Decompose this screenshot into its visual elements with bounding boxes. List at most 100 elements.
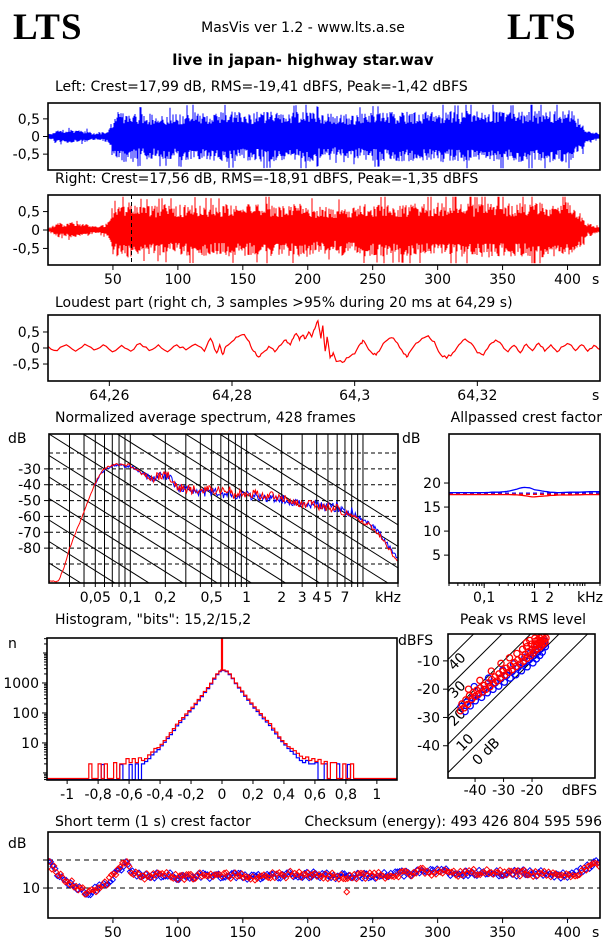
svg-text:0,5: 0,5 [18, 112, 40, 128]
waveform_left-trace [48, 104, 600, 169]
svg-text:0: 0 [31, 130, 40, 146]
crest-isolines [448, 634, 588, 773]
svg-text:0,2: 0,2 [242, 787, 264, 803]
histogram-ylabel-n: n [8, 636, 17, 652]
spectrum-grid [49, 434, 398, 583]
spectrum-ylabel-db: dB [8, 431, 27, 447]
svg-text:5: 5 [432, 548, 441, 564]
svg-text:1: 1 [372, 787, 381, 803]
svg-text:-40: -40 [18, 478, 41, 494]
short-term-grid [48, 856, 600, 899]
svg-text:64,28: 64,28 [212, 388, 252, 404]
svg-text:1: 1 [242, 590, 251, 606]
allpassed-ylabel-db: dB [402, 431, 421, 447]
right-waveform-title: Right: Crest=17,56 dB, RMS=-18,91 dBFS, … [55, 171, 479, 187]
histogram-title: Histogram, "bits": 15,2/15,2 [55, 612, 252, 628]
svg-text:-50: -50 [18, 494, 41, 510]
svg-text:300: 300 [424, 272, 451, 288]
svg-text:200: 200 [294, 925, 321, 941]
svg-text:0: 0 [31, 341, 40, 357]
svg-text:-30: -30 [492, 783, 515, 799]
peak-vs-rms-ylabel-dbfs: dBFS [398, 633, 434, 649]
svg-text:300: 300 [424, 925, 451, 941]
svg-text:400: 400 [554, 925, 581, 941]
svg-text:-20: -20 [521, 783, 544, 799]
svg-text:15: 15 [423, 500, 441, 516]
allpassed-title: Allpassed crest factor [450, 410, 602, 426]
waveform_right-trace [48, 195, 600, 265]
svg-text:50: 50 [104, 925, 122, 941]
svg-text:-70: -70 [18, 525, 41, 541]
svg-text:0,5: 0,5 [18, 205, 40, 221]
svg-text:-20: -20 [417, 682, 440, 698]
svg-text:3: 3 [298, 590, 307, 606]
svg-text:2: 2 [545, 590, 554, 606]
svg-text:0: 0 [31, 223, 40, 239]
svg-text:-0,4: -0,4 [146, 787, 173, 803]
loudest-part-title: Loudest part (right ch, 3 samples >95% d… [55, 295, 513, 311]
svg-text:250: 250 [359, 272, 386, 288]
svg-text:0,1: 0,1 [473, 590, 495, 606]
svg-text:s: s [592, 388, 599, 404]
file-title: live in japan- highway star.wav [172, 51, 434, 69]
svg-text:0,1: 0,1 [119, 590, 141, 606]
svg-text:0,4: 0,4 [273, 787, 295, 803]
logo-lts-right: LTS [507, 7, 577, 48]
spectrum-title: Normalized average spectrum, 428 frames [55, 410, 356, 426]
svg-text:kHz: kHz [577, 590, 603, 606]
svg-text:100: 100 [12, 706, 39, 722]
svg-text:-30: -30 [417, 710, 440, 726]
svg-text:0: 0 [218, 787, 227, 803]
svg-text:0,6: 0,6 [304, 787, 326, 803]
loudest-part-trace [48, 319, 600, 364]
svg-text:4: 4 [312, 590, 321, 606]
svg-text:150: 150 [229, 925, 256, 941]
svg-text:7: 7 [340, 590, 349, 606]
svg-text:100: 100 [165, 272, 192, 288]
svg-text:-80: -80 [18, 541, 41, 557]
svg-text:s: s [592, 272, 599, 288]
svg-text:10: 10 [454, 731, 478, 755]
svg-text:-30: -30 [18, 462, 41, 478]
svg-text:5: 5 [323, 590, 332, 606]
svg-text:100: 100 [165, 925, 192, 941]
svg-text:10: 10 [423, 524, 441, 540]
svg-text:kHz: kHz [375, 590, 401, 606]
svg-text:0,5: 0,5 [18, 325, 40, 341]
svg-text:2: 2 [277, 590, 286, 606]
svg-text:350: 350 [489, 925, 516, 941]
svg-text:s: s [592, 925, 599, 941]
svg-text:250: 250 [359, 925, 386, 941]
svg-text:0,5: 0,5 [200, 590, 222, 606]
short-term-ylabel-db: dB [8, 836, 27, 852]
svg-text:10: 10 [22, 881, 40, 897]
peak-rms-points [456, 634, 550, 716]
allpassed-traces [449, 486, 600, 498]
svg-text:64,3: 64,3 [339, 388, 370, 404]
svg-text:20: 20 [423, 476, 441, 492]
svg-text:-0,5: -0,5 [13, 357, 40, 373]
short-term-title: Short term (1 s) crest factor [55, 814, 251, 830]
logo-lts-left: LTS [13, 7, 83, 48]
svg-text:50: 50 [104, 272, 122, 288]
app-version-line: MasVis ver 1.2 - www.lts.a.se [201, 20, 405, 36]
svg-text:-60: -60 [18, 509, 41, 525]
svg-text:150: 150 [229, 272, 256, 288]
checksum-label: Checksum (energy): 493 426 804 595 596 [304, 814, 602, 830]
svg-text:1000: 1000 [3, 676, 39, 692]
svg-text:400: 400 [554, 272, 581, 288]
svg-text:0,2: 0,2 [154, 590, 176, 606]
svg-text:0,8: 0,8 [335, 787, 357, 803]
svg-text:-1: -1 [60, 787, 74, 803]
svg-text:-0,2: -0,2 [177, 787, 204, 803]
svg-text:-0,6: -0,6 [115, 787, 142, 803]
svg-text:-0,5: -0,5 [13, 147, 40, 163]
left-waveform-title: Left: Crest=17,99 dB, RMS=-19,41 dBFS, P… [55, 79, 468, 95]
svg-text:0,05: 0,05 [80, 590, 111, 606]
spectrum-traces [49, 463, 398, 583]
svg-text:64,32: 64,32 [457, 388, 497, 404]
svg-text:-0,8: -0,8 [84, 787, 111, 803]
svg-text:dBFS: dBFS [562, 783, 597, 799]
